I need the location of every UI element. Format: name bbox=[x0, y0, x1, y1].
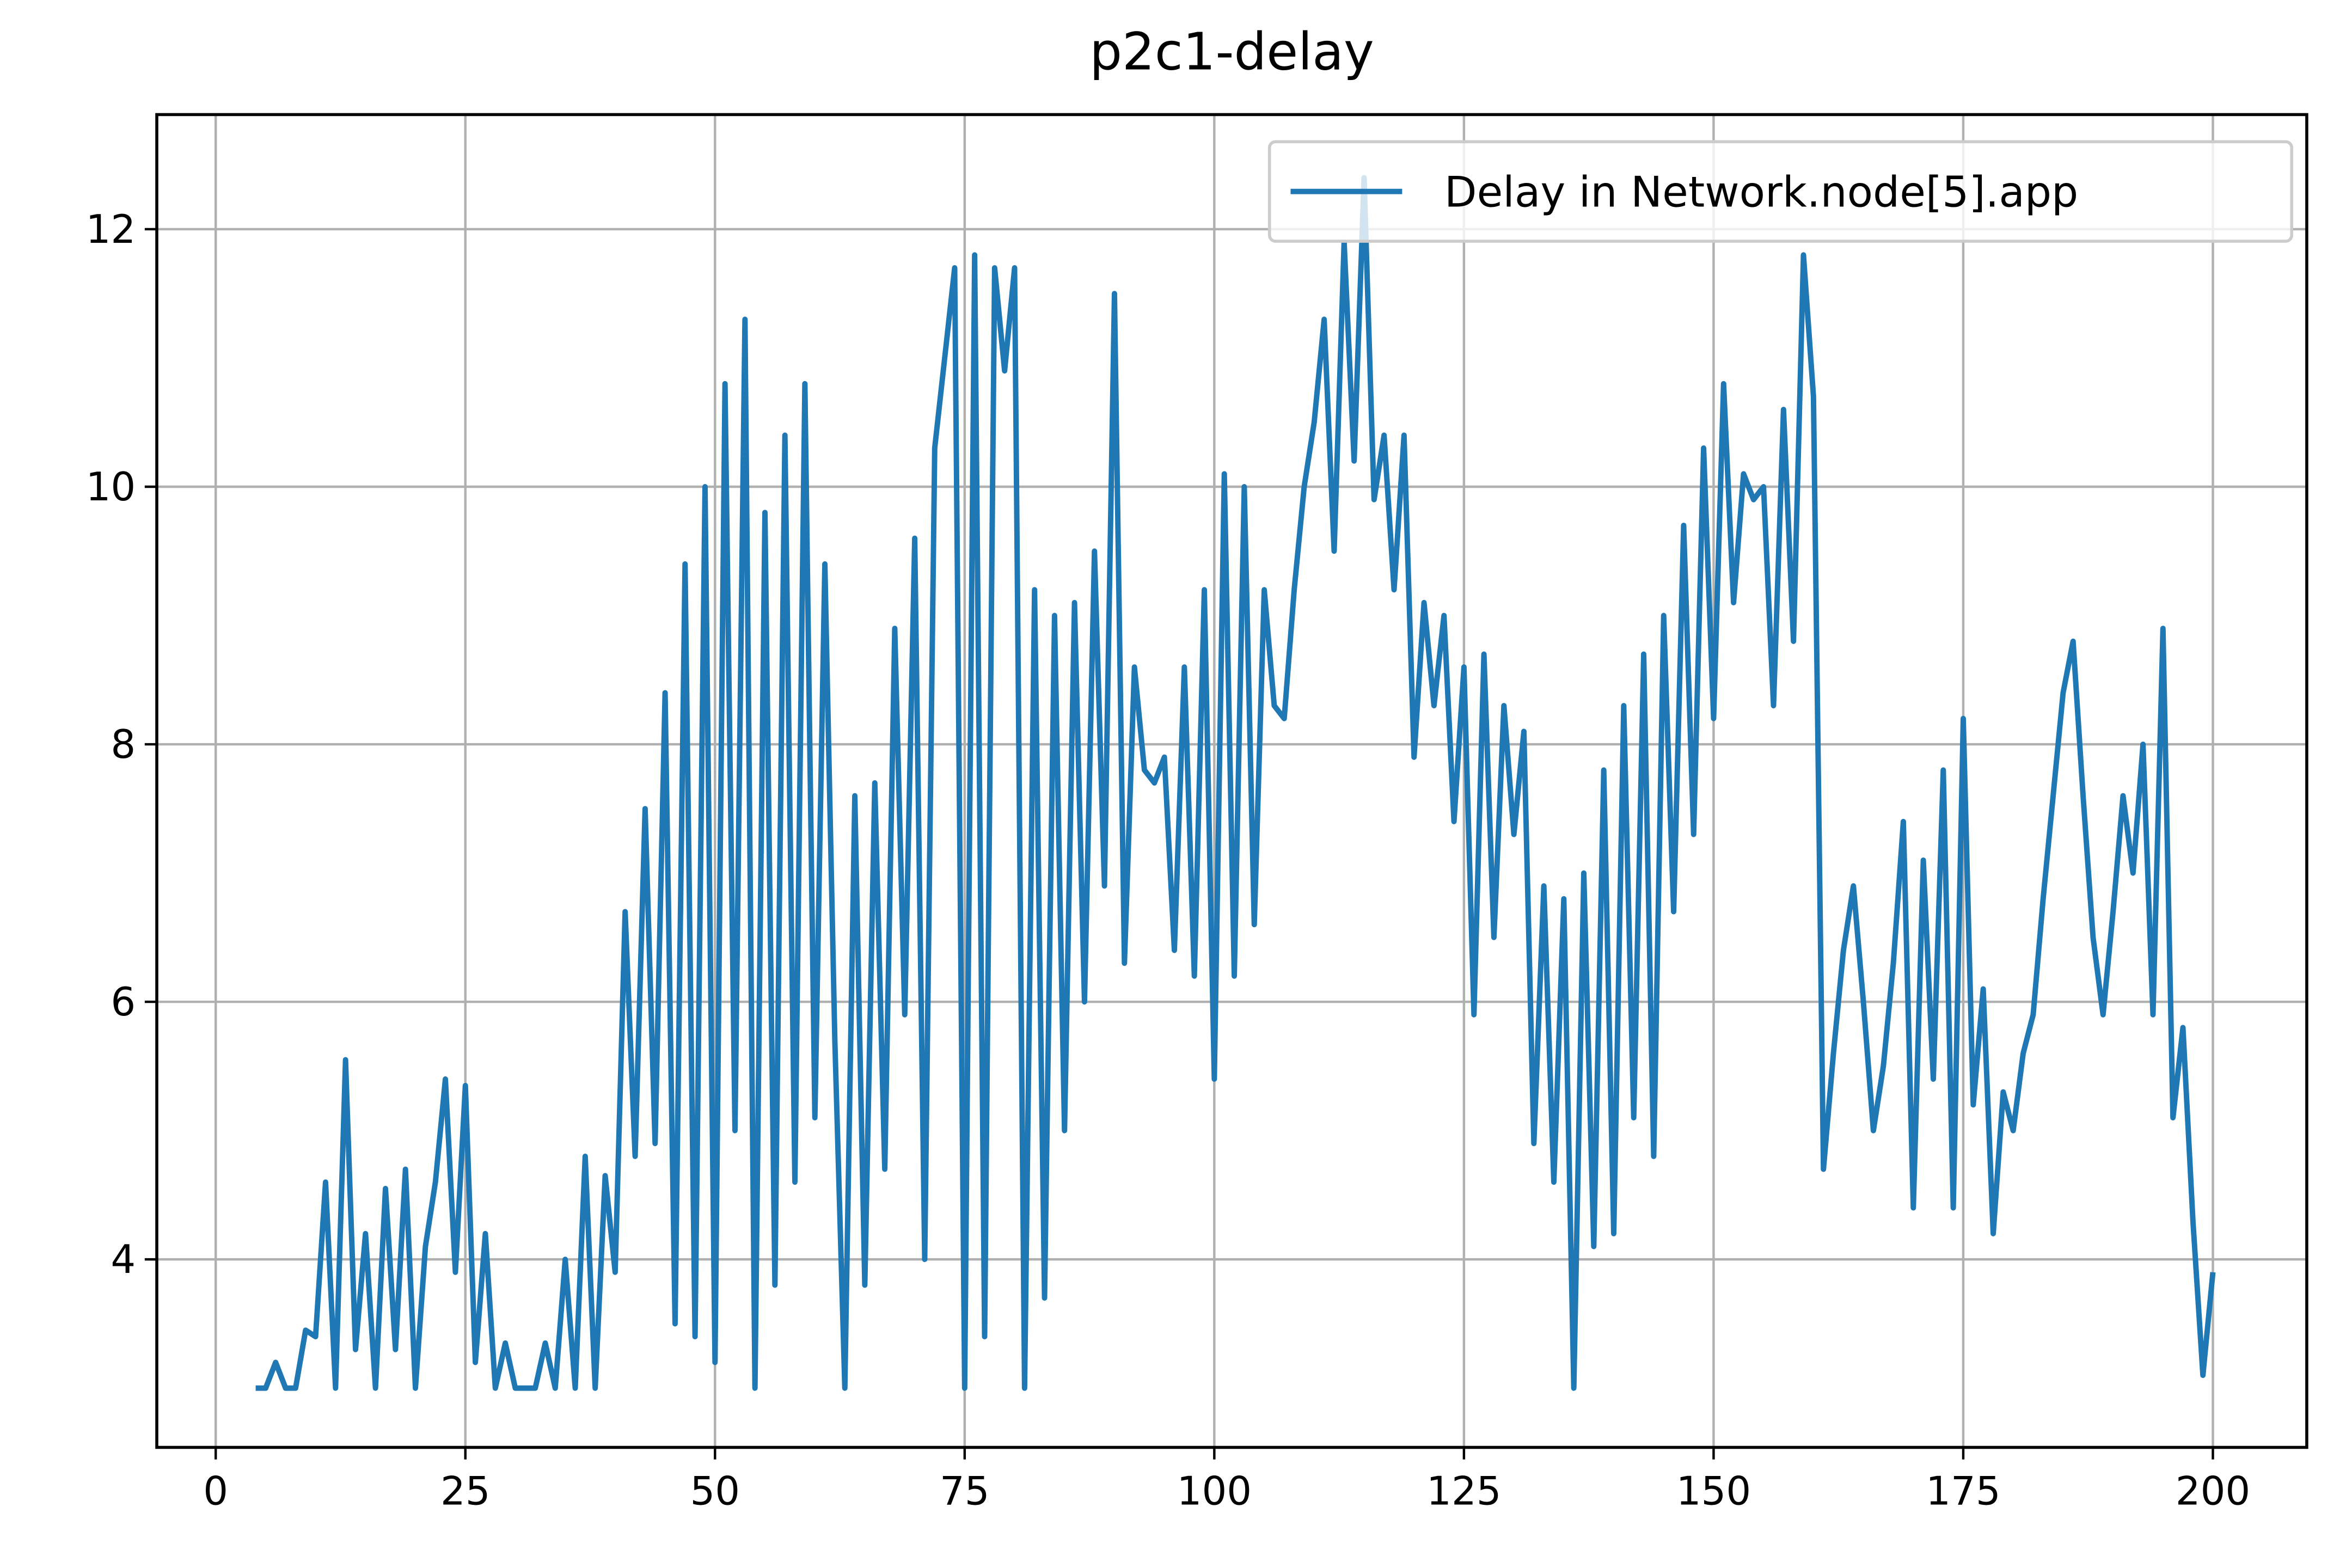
legend: Delay in Network.node[5].app bbox=[1267, 140, 2293, 243]
y-tick-label: 6 bbox=[111, 979, 136, 1025]
y-tick-label: 12 bbox=[86, 206, 136, 252]
x-tick-label: 0 bbox=[203, 1468, 228, 1514]
data-line bbox=[255, 175, 2216, 1391]
x-tick-label: 175 bbox=[1926, 1468, 2000, 1514]
x-tick-label: 150 bbox=[1676, 1468, 1751, 1514]
x-tick-label: 50 bbox=[690, 1468, 740, 1514]
x-tick-label: 125 bbox=[1426, 1468, 1501, 1514]
x-tick-label: 100 bbox=[1177, 1468, 1252, 1514]
legend-box bbox=[1267, 140, 2293, 243]
x-tick-label: 75 bbox=[940, 1468, 990, 1514]
x-tick-label: 25 bbox=[440, 1468, 491, 1514]
y-tick-label: 10 bbox=[86, 464, 136, 510]
chart-title: p2c1-delay bbox=[1089, 22, 1374, 82]
x-tick-label: 200 bbox=[2176, 1468, 2250, 1514]
y-tick-label: 8 bbox=[111, 721, 136, 767]
y-tick-label: 4 bbox=[111, 1236, 136, 1282]
plot-frame bbox=[155, 113, 2308, 1449]
legend-label: Delay in Network.node[5].app bbox=[1444, 168, 2078, 217]
